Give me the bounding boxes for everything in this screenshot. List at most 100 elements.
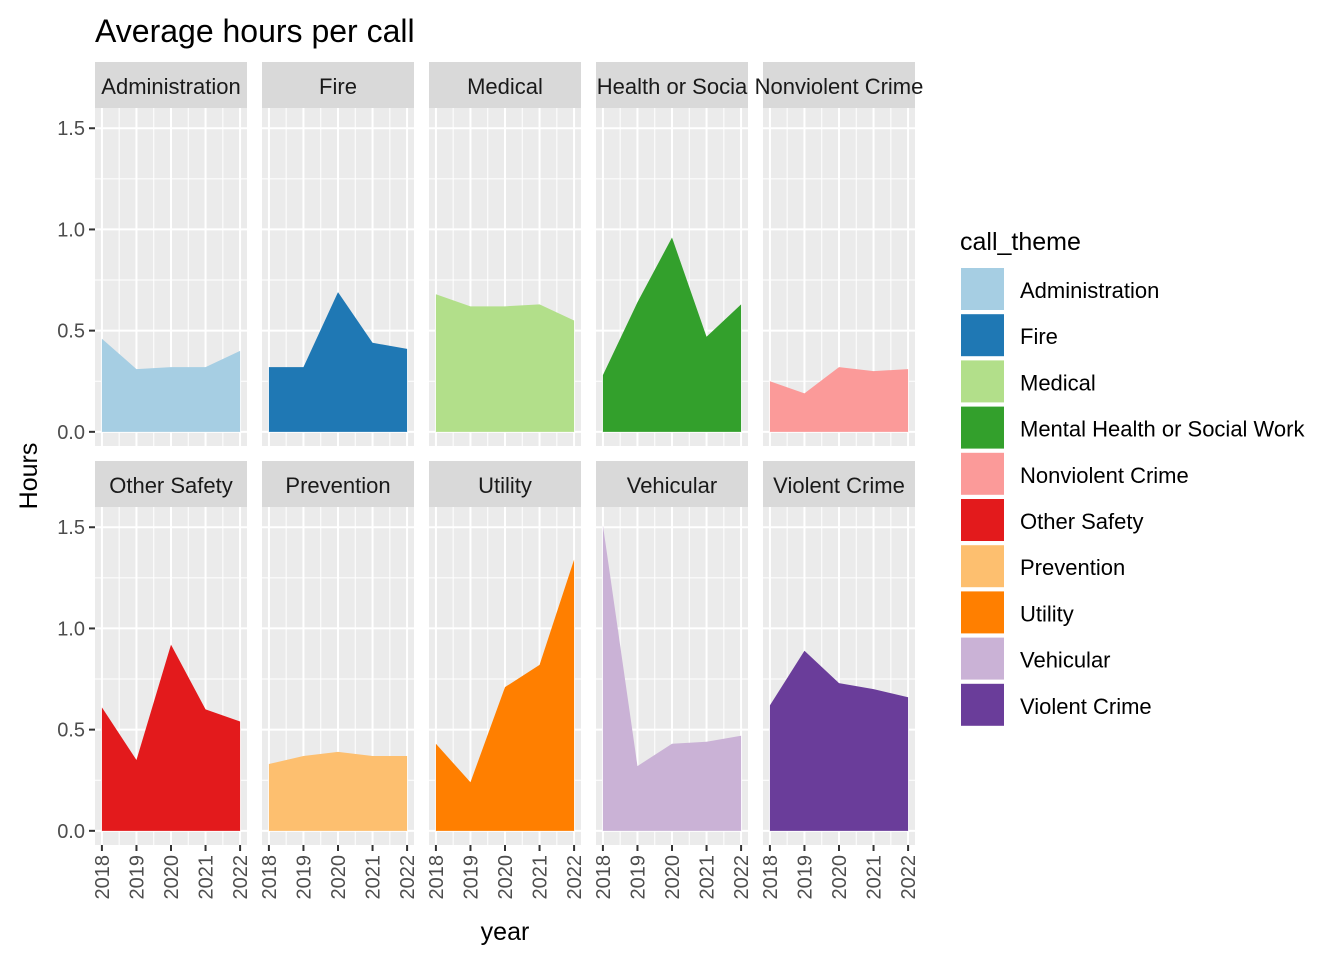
legend-label: Nonviolent Crime bbox=[1020, 463, 1189, 488]
facet-strip bbox=[95, 62, 247, 108]
legend-key bbox=[961, 499, 1004, 541]
chart-title: Average hours per call bbox=[95, 13, 415, 49]
facet-panel: Other Safety bbox=[95, 461, 247, 845]
facet-panel: Violent Crime bbox=[763, 461, 915, 845]
x-tick-label: 2018 bbox=[593, 855, 615, 900]
area-series-other-safety bbox=[101, 644, 241, 831]
x-tick-label: 2019 bbox=[460, 855, 482, 900]
area-series-mental-health-or-social-work bbox=[602, 237, 742, 432]
facet-strip-label: Violent Crime bbox=[773, 473, 905, 498]
legend-key bbox=[961, 683, 1004, 726]
facet-strip-label: Nonviolent Crime bbox=[755, 74, 924, 99]
facet-strip bbox=[763, 62, 915, 108]
y-tick-label: 0.0 bbox=[57, 821, 85, 843]
legend-key bbox=[961, 360, 1004, 403]
area-series-medical bbox=[435, 294, 575, 432]
facet-strip bbox=[763, 461, 915, 507]
facet-panel: Nonviolent Crime bbox=[755, 62, 924, 446]
x-tick-label: 2019 bbox=[126, 855, 148, 900]
y-tick-label: 1.0 bbox=[57, 219, 85, 241]
facet-panel: Utility bbox=[429, 461, 581, 845]
facet-strip bbox=[596, 62, 748, 108]
facet-strip bbox=[429, 62, 581, 108]
x-tick-label: 2022 bbox=[564, 855, 586, 900]
facet-panels: Administration Fire Medical Health or Socia… bbox=[95, 62, 923, 845]
x-tick-label: 2021 bbox=[864, 855, 886, 900]
facet-strip-label: Prevention bbox=[285, 473, 390, 498]
legend-key bbox=[961, 268, 1004, 310]
x-tick-label: 2020 bbox=[662, 855, 684, 900]
legend-key bbox=[961, 637, 1004, 680]
y-axis-label: Hours bbox=[15, 443, 43, 510]
area-series-utility bbox=[435, 559, 575, 831]
facet-panel: Medical bbox=[429, 62, 581, 446]
x-tick-label: 2019 bbox=[293, 855, 315, 900]
x-tick-label: 2019 bbox=[627, 855, 649, 900]
area-series-administration bbox=[101, 338, 241, 432]
x-tick-label: 2021 bbox=[196, 855, 218, 900]
y-tick-label: 0.0 bbox=[57, 422, 85, 444]
legend-key bbox=[961, 406, 1004, 449]
x-tick-label: 2021 bbox=[697, 855, 719, 900]
legend: call_theme Administration Fire Medical Ment… bbox=[960, 228, 1305, 726]
x-tick-label: 2022 bbox=[397, 855, 419, 900]
facet-panel: Administration bbox=[95, 62, 247, 446]
x-tick-label: 2022 bbox=[230, 855, 252, 900]
facet-strip-label: Fire bbox=[319, 74, 357, 99]
x-tick-label: 2020 bbox=[161, 855, 183, 900]
area-series-violent-crime bbox=[769, 650, 909, 831]
y-axes: 0.0 0.5 1.0 1.5 0.0 0.5 1.0 1.5 bbox=[57, 118, 95, 843]
legend-label: Utility bbox=[1020, 601, 1074, 626]
x-tick-label: 2022 bbox=[731, 855, 753, 900]
legend-title: call_theme bbox=[960, 228, 1081, 256]
legend-label: Prevention bbox=[1020, 555, 1125, 580]
facet-panel: Prevention bbox=[262, 461, 414, 845]
area-series-vehicular bbox=[602, 525, 742, 831]
legend-key bbox=[961, 591, 1004, 634]
legend-label: Violent Crime bbox=[1020, 694, 1152, 719]
x-tick-label: 2018 bbox=[259, 855, 281, 900]
facet-strip-label: Health or Socia bbox=[597, 74, 748, 99]
y-tick-label: 1.0 bbox=[57, 618, 85, 640]
legend-label: Other Safety bbox=[1020, 509, 1144, 534]
facet-panel: Vehicular bbox=[596, 461, 748, 845]
facet-strip bbox=[429, 461, 581, 507]
x-tick-label: 2018 bbox=[426, 855, 448, 900]
area-series-prevention bbox=[268, 751, 408, 831]
x-tick-label: 2021 bbox=[363, 855, 385, 900]
y-tick-label: 0.5 bbox=[57, 321, 85, 343]
facet-panel: Health or Socia bbox=[596, 62, 748, 446]
x-tick-label: 2019 bbox=[794, 855, 816, 900]
legend-label: Administration bbox=[1020, 278, 1159, 303]
facet-strip-label: Other Safety bbox=[109, 473, 233, 498]
x-tick-label: 2020 bbox=[495, 855, 517, 900]
facet-strip-label: Administration bbox=[101, 74, 240, 99]
facet-strip-label: Medical bbox=[467, 74, 543, 99]
area-series-fire bbox=[268, 292, 408, 432]
y-tick-label: 0.5 bbox=[57, 720, 85, 742]
facet-panel: Fire bbox=[262, 62, 414, 446]
x-axis-label: year bbox=[481, 918, 530, 946]
x-tick-label: 2018 bbox=[760, 855, 782, 900]
facet-strip bbox=[596, 461, 748, 507]
x-axes: 2018 2019 2020 2021 2022 2018 2019 2020 2021 2022… bbox=[92, 845, 920, 900]
legend-key bbox=[961, 545, 1004, 588]
legend-label: Vehicular bbox=[1020, 648, 1111, 673]
x-tick-label: 2021 bbox=[530, 855, 552, 900]
facet-strip-label: Vehicular bbox=[627, 473, 718, 498]
facet-strip-label: Utility bbox=[478, 473, 532, 498]
y-tick-label: 1.5 bbox=[57, 118, 85, 140]
x-tick-label: 2018 bbox=[92, 855, 114, 900]
legend-label: Mental Health or Social Work bbox=[1020, 417, 1305, 442]
x-tick-label: 2020 bbox=[829, 855, 851, 900]
y-tick-label: 1.5 bbox=[57, 517, 85, 539]
area-series-nonviolent-crime bbox=[769, 367, 909, 432]
legend-key bbox=[961, 452, 1004, 495]
legend-label: Medical bbox=[1020, 370, 1096, 395]
facet-strip bbox=[95, 461, 247, 507]
legend-label: Fire bbox=[1020, 324, 1058, 349]
facet-strip bbox=[262, 461, 414, 507]
legend-key bbox=[961, 314, 1004, 357]
